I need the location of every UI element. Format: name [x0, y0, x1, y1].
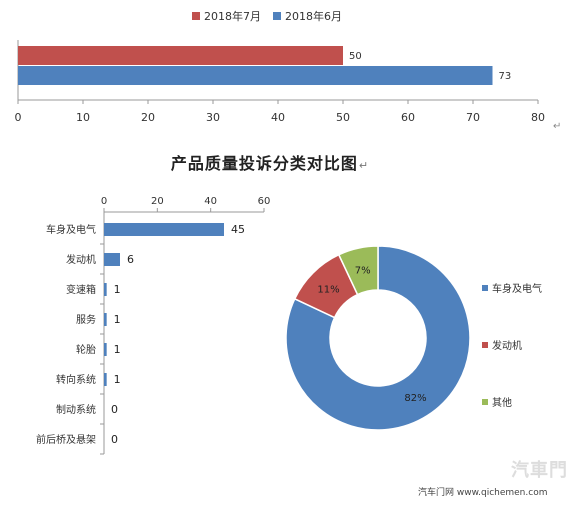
bar: [104, 283, 107, 296]
x-tick-label: 50: [336, 111, 350, 124]
x-tick-label: 30: [206, 111, 220, 124]
category-label: 制动系统: [56, 403, 96, 416]
return-mark-axis: ↵: [553, 121, 562, 132]
legend-label: 其他: [492, 396, 512, 409]
bar: [104, 223, 224, 236]
data-label: 45: [231, 223, 245, 236]
bar: [18, 66, 493, 85]
legend-swatch: [273, 12, 281, 20]
category-label: 服务: [76, 313, 96, 326]
donut-slice: [285, 245, 471, 431]
category-label: 变速箱: [66, 283, 96, 296]
category-label: 前后桥及悬架: [36, 433, 96, 446]
legend-swatch: [482, 399, 488, 405]
x-tick-label: 0: [101, 196, 107, 207]
data-label: 0: [111, 403, 118, 416]
donut-slice: [337, 245, 379, 296]
data-label: 6: [127, 253, 134, 266]
category-label: 车身及电气: [46, 223, 96, 236]
data-label: 1: [114, 283, 121, 296]
return-mark: ↵: [358, 159, 370, 172]
x-tick-label: 40: [204, 196, 217, 207]
legend-label: 车身及电气: [492, 282, 542, 295]
bar: [18, 46, 343, 65]
data-label: 73: [499, 71, 512, 82]
data-label: 50: [349, 51, 362, 62]
top-bar-chart: 2018年7月 2018年6月 0 10 20 30 40 50 60 70 80 50 73: [15, 9, 546, 124]
watermark-logo: 汽車門: [511, 460, 568, 481]
category-label: 转向系统: [56, 373, 96, 386]
slice-label: 7%: [355, 266, 371, 277]
x-tick-label: 10: [76, 111, 90, 124]
x-tick-label: 20: [151, 196, 164, 207]
legend-swatch: [192, 12, 200, 20]
source-text: 汽车门网 www.qichemen.com: [418, 488, 548, 498]
legend-label: 2018年7月: [204, 9, 261, 23]
slice-label: 82%: [404, 393, 426, 404]
category-label: 轮胎: [76, 343, 96, 356]
data-label: 0: [111, 433, 118, 446]
chart-title: 产品质量投诉分类对比图↵: [170, 154, 370, 173]
data-label: 1: [114, 313, 121, 326]
x-tick-label: 20: [141, 111, 155, 124]
category-bar-chart: 0 20 40 60 车身及电气 45 发动机 6 变速箱 1 服务 1 轮胎 1 转向系统 1 制动系统 0 前后…: [36, 196, 271, 455]
legend-swatch: [482, 285, 488, 291]
x-tick-label: 70: [466, 111, 480, 124]
data-label: 1: [114, 343, 121, 356]
legend-label: 2018年6月: [285, 9, 342, 23]
legend-swatch: [482, 342, 488, 348]
category-label: 发动机: [66, 253, 96, 266]
x-tick-label: 0: [15, 111, 22, 124]
slice-label: 11%: [317, 285, 339, 296]
bar: [104, 373, 107, 386]
x-tick-label: 60: [401, 111, 415, 124]
x-tick-label: 80: [531, 111, 545, 124]
bar: [104, 253, 120, 266]
legend-label: 发动机: [492, 339, 522, 352]
data-label: 1: [114, 373, 121, 386]
x-tick-label: 60: [258, 196, 271, 207]
x-tick-label: 40: [271, 111, 285, 124]
bar: [104, 343, 107, 356]
bar: [104, 313, 107, 326]
